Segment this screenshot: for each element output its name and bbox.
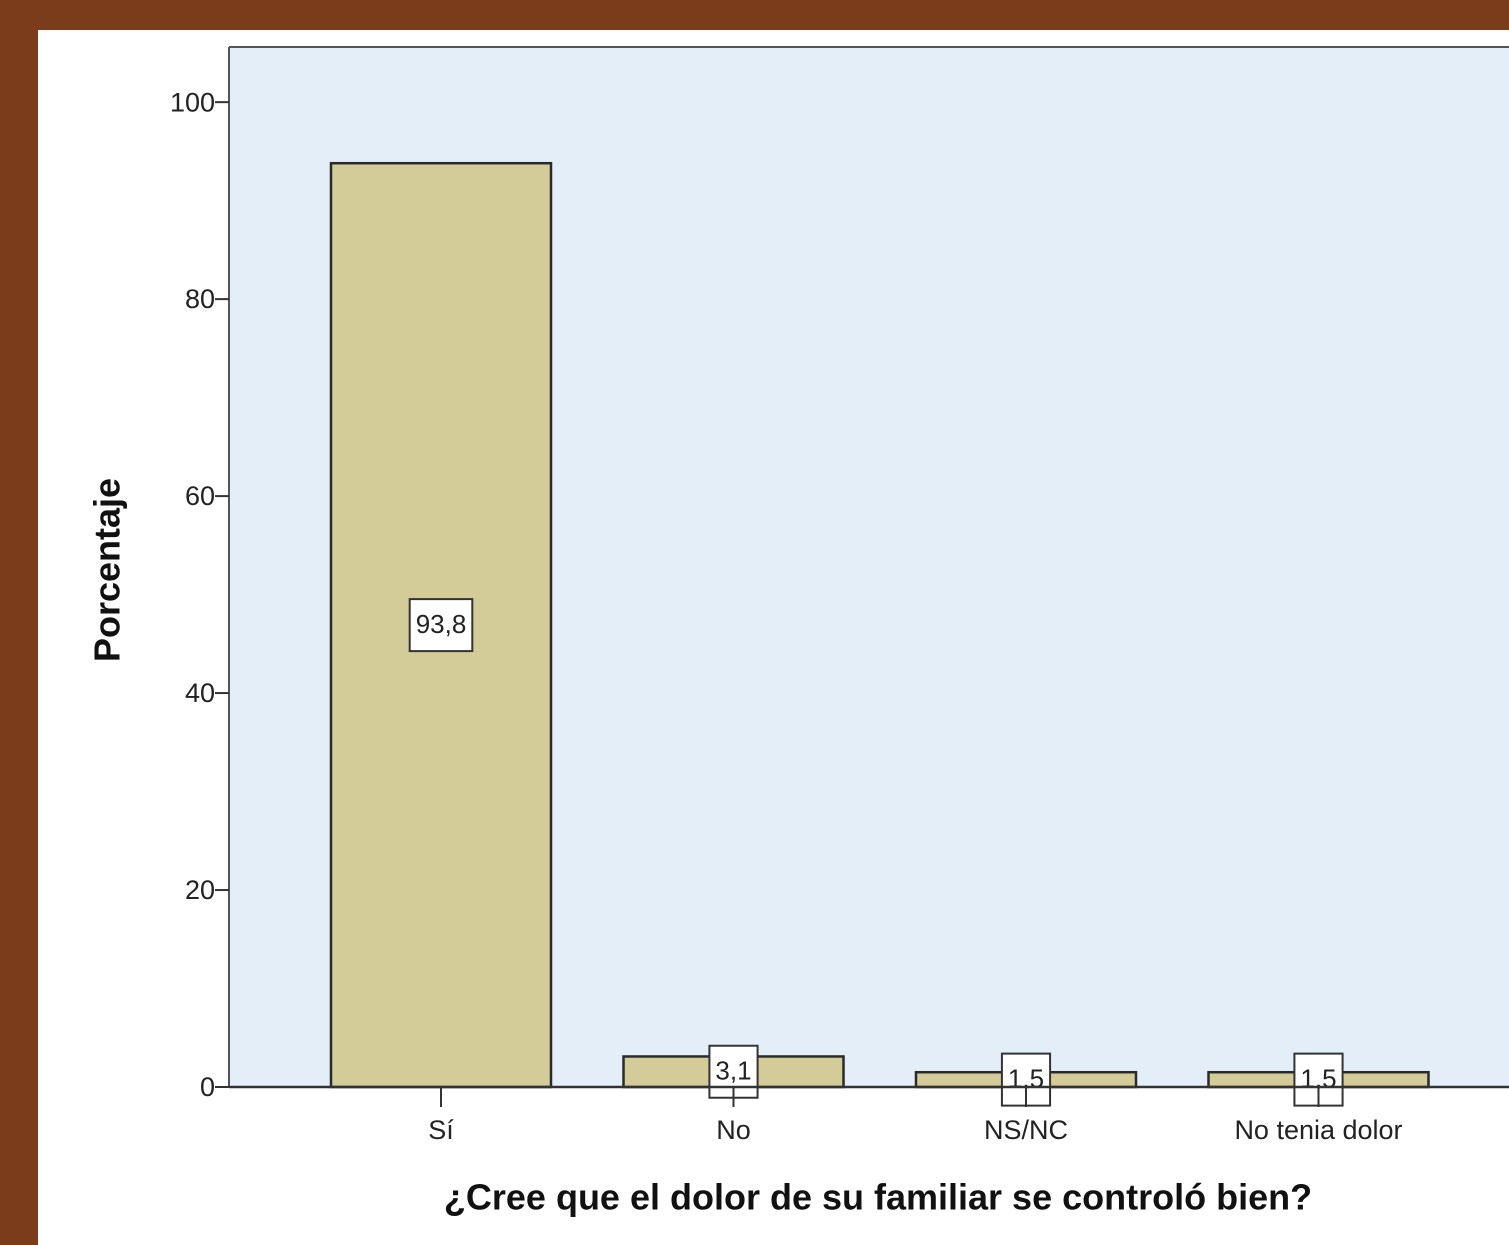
value-label: 93,8 (416, 609, 467, 639)
y-axis-title: Porcentaje (87, 478, 128, 662)
value-label-box (408, 598, 474, 653)
y-tick-label: 100 (170, 87, 215, 117)
y-tick-label: 40 (185, 678, 215, 708)
x-tick-label: NS/NC (984, 1115, 1068, 1145)
x-tick-label: No (716, 1115, 751, 1145)
y-tick-label: 0 (200, 1072, 215, 1102)
value-label: 3,1 (715, 1056, 751, 1086)
y-tick-label: 80 (185, 284, 215, 314)
x-tick-label: Sí (428, 1115, 454, 1145)
y-tick-label: 20 (185, 875, 215, 905)
y-tick-label: 60 (185, 481, 215, 511)
x-tick-label: No tenia dolor (1234, 1115, 1402, 1145)
x-axis-title: ¿Cree que el dolor de su familiar se con… (444, 1177, 1312, 1218)
